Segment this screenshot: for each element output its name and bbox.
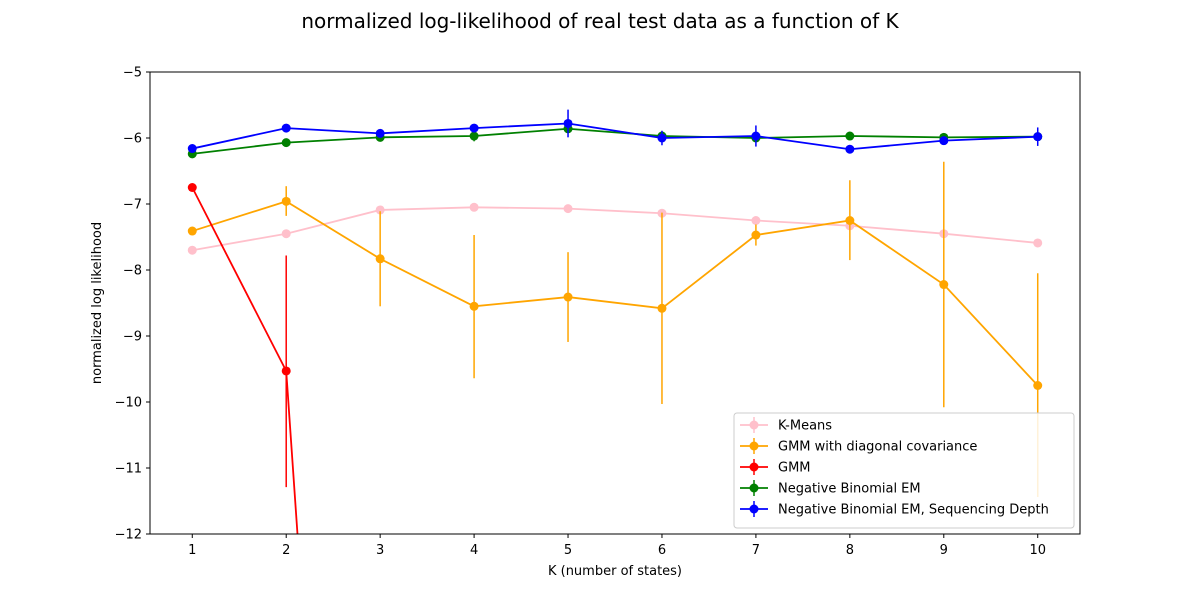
legend-marker bbox=[749, 420, 759, 430]
series-line bbox=[191, 187, 299, 534]
x-tick-label: 2 bbox=[282, 543, 290, 558]
legend-label: Negative Binomial EM, Sequencing Depth bbox=[778, 503, 1049, 518]
data-point bbox=[375, 128, 385, 138]
series-line bbox=[192, 127, 1038, 155]
legend-item: GMM bbox=[740, 459, 811, 476]
data-point bbox=[375, 205, 385, 215]
legend-marker bbox=[749, 462, 759, 472]
legend-box bbox=[733, 412, 1075, 529]
legend-label: GMM with diagonal covariance bbox=[778, 440, 977, 455]
data-point bbox=[187, 226, 197, 236]
data-point bbox=[657, 303, 667, 313]
data-point bbox=[187, 245, 197, 255]
data-point bbox=[469, 202, 479, 212]
x-tick-label: 3 bbox=[376, 543, 384, 558]
data-point bbox=[845, 131, 855, 141]
data-point bbox=[469, 131, 479, 141]
data-point bbox=[751, 131, 761, 141]
legend-item: Negative Binomial EM bbox=[740, 480, 921, 497]
legend-item: K-Means bbox=[740, 417, 832, 434]
x-tick-label: 4 bbox=[470, 543, 478, 558]
data-point bbox=[939, 136, 949, 146]
data-point bbox=[469, 301, 479, 311]
legend: K-Means GMM with diagonal covariance GMM Ne… bbox=[733, 412, 1075, 529]
data-point bbox=[845, 216, 855, 225]
x-tick-label: 1 bbox=[188, 543, 196, 558]
x-tick-label: 5 bbox=[564, 543, 572, 558]
y-tick-label: −11 bbox=[115, 462, 142, 477]
x-tick-label: 9 bbox=[940, 543, 948, 558]
data-point bbox=[281, 229, 291, 239]
data-point bbox=[469, 123, 479, 133]
data-point bbox=[563, 204, 573, 214]
data-point bbox=[563, 118, 573, 128]
series-4 bbox=[187, 109, 1043, 154]
y-tick-label: −6 bbox=[123, 132, 142, 147]
data-point bbox=[563, 292, 573, 302]
series-line bbox=[192, 122, 1038, 151]
y-tick-label: −7 bbox=[123, 198, 142, 213]
x-tick-label: 6 bbox=[658, 543, 666, 558]
legend-marker bbox=[749, 441, 759, 451]
data-point bbox=[281, 123, 291, 133]
x-tick-label: 7 bbox=[752, 543, 760, 558]
x-axis-label: K (number of states) bbox=[548, 564, 682, 579]
data-point bbox=[1033, 238, 1043, 248]
y-tick-label: −12 bbox=[115, 528, 142, 543]
data-point bbox=[1033, 381, 1043, 390]
y-tick-label: −9 bbox=[123, 330, 142, 345]
chart-title: normalized log-likelihood of real test d… bbox=[301, 9, 899, 33]
legend-item: Negative Binomial EM, Sequencing Depth bbox=[740, 501, 1049, 518]
data-point bbox=[751, 216, 761, 225]
legend-marker bbox=[749, 504, 759, 514]
series-0 bbox=[187, 202, 1043, 255]
data-point bbox=[939, 280, 949, 290]
plot-frame bbox=[149, 71, 1081, 535]
data-point bbox=[281, 196, 291, 206]
series-line bbox=[191, 200, 1039, 387]
y-tick-label: −10 bbox=[115, 396, 142, 411]
data-point bbox=[281, 138, 291, 148]
data-point bbox=[751, 230, 761, 240]
data-point bbox=[1033, 132, 1043, 142]
data-point bbox=[187, 144, 197, 154]
legend-label: Negative Binomial EM bbox=[778, 482, 921, 497]
legend-marker bbox=[749, 483, 759, 493]
y-axis-label: normalized log likelihood bbox=[90, 222, 105, 384]
y-tick-label: −5 bbox=[123, 66, 142, 81]
series-line bbox=[192, 206, 1038, 252]
x-tick-label: 8 bbox=[846, 543, 854, 558]
data-point bbox=[187, 183, 197, 192]
data-point bbox=[281, 366, 291, 376]
axes: 1 2 3 4 5 6 7 8 9 10 −5 −6 −7 −8 −9 −10 −11 −12 bbox=[115, 66, 1046, 559]
legend-label: K-Means bbox=[778, 419, 832, 434]
data-point bbox=[657, 133, 667, 143]
series-2 bbox=[187, 183, 299, 534]
legend-item: GMM with diagonal covariance bbox=[740, 438, 977, 455]
series-1 bbox=[187, 161, 1043, 498]
data-point bbox=[845, 144, 855, 154]
data-point bbox=[375, 254, 385, 264]
plot-area bbox=[187, 109, 1043, 534]
legend-label: GMM bbox=[778, 461, 811, 476]
x-tick-label: 10 bbox=[1029, 543, 1046, 558]
y-tick-label: −8 bbox=[123, 264, 142, 279]
